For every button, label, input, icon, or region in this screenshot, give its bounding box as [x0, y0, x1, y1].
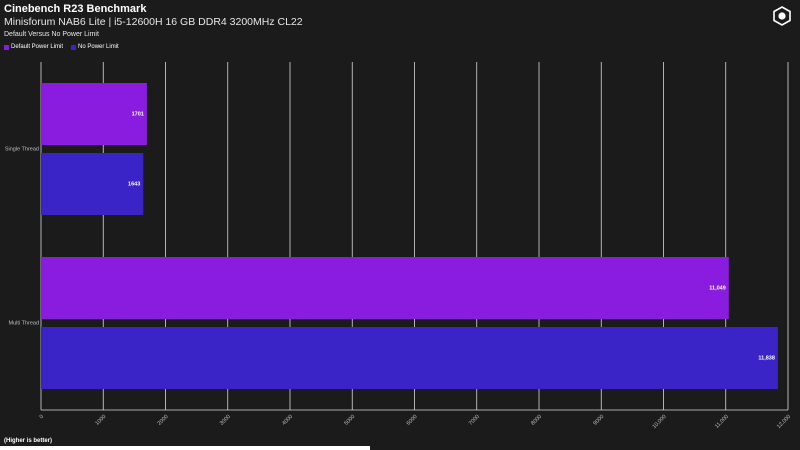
chart-caption: Default Versus No Power Limit — [4, 31, 99, 38]
x-tick-label: 2000 — [157, 414, 170, 427]
x-tick-label: 7000 — [468, 414, 481, 427]
legend-swatch-no-limit — [71, 44, 77, 50]
x-tick-label: 12,000 — [776, 414, 792, 430]
x-tick-label: 8000 — [530, 414, 543, 427]
bar — [41, 327, 778, 389]
x-tick-label: 9000 — [592, 414, 605, 427]
bar — [41, 83, 147, 145]
bar — [41, 257, 729, 319]
legend-swatch-default — [4, 44, 9, 50]
legend-item-default: Default Power Limit — [4, 44, 63, 50]
x-tick-label: 5000 — [343, 414, 356, 427]
bar-value-label: 1701 — [132, 111, 144, 117]
x-tick-label: 4000 — [281, 414, 294, 427]
bar-value-label: 11,838 — [758, 355, 775, 361]
x-tick-label: 1000 — [94, 414, 107, 427]
x-tick-label: 10,000 — [651, 414, 667, 430]
bar-value-label: 1643 — [128, 181, 140, 187]
bottom-bar — [0, 446, 370, 450]
category-label: Single Thread — [5, 146, 39, 152]
hexagon-logo-icon — [773, 6, 791, 26]
chart-title: Cinebench R23 Benchmark — [4, 3, 147, 15]
chart-legend: Default Power Limit No Power Limit — [4, 44, 119, 50]
category-label: Multi Thread — [9, 320, 39, 326]
x-tick-label: 3000 — [219, 414, 232, 427]
legend-item-no-limit: No Power Limit — [71, 44, 119, 50]
chart-subtitle: Minisforum NAB6 Lite | i5-12600H 16 GB D… — [4, 16, 303, 28]
x-tick-label: 6000 — [406, 414, 419, 427]
bar — [41, 153, 144, 215]
legend-label-default: Default Power Limit — [11, 44, 64, 50]
legend-label-no-limit: No Power Limit — [78, 44, 119, 50]
footer-note: (Higher is better) — [4, 438, 53, 444]
x-tick-label: 0 — [39, 414, 45, 420]
bar-value-label: 11,049 — [709, 285, 726, 291]
x-tick-label: 11,000 — [714, 414, 730, 430]
